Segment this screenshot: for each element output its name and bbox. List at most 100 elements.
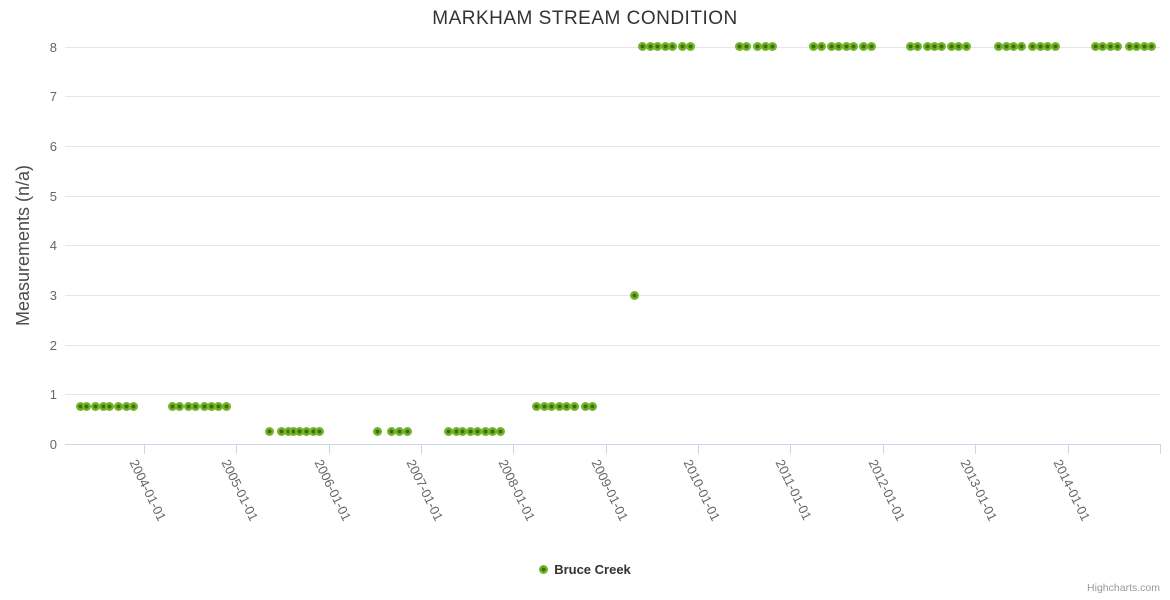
data-point[interactable] (668, 42, 678, 52)
data-point[interactable] (284, 427, 294, 437)
data-point[interactable] (540, 402, 550, 412)
x-axis-tick-label: 2014-01-01 (1050, 457, 1093, 524)
data-point[interactable] (444, 427, 454, 437)
data-point[interactable] (122, 402, 132, 412)
data-point[interactable] (387, 427, 397, 437)
data-point[interactable] (532, 402, 542, 412)
data-point[interactable] (1091, 42, 1101, 52)
data-point[interactable] (1113, 42, 1123, 52)
data-point[interactable] (214, 402, 224, 412)
highcharts-credits-link[interactable]: Highcharts.com (1087, 582, 1160, 594)
data-point[interactable] (768, 42, 778, 52)
data-point[interactable] (930, 42, 940, 52)
data-point[interactable] (761, 42, 771, 52)
data-point[interactable] (82, 402, 92, 412)
legend: Bruce Creek (0, 562, 1170, 577)
data-point[interactable] (936, 42, 946, 52)
data-point[interactable] (1106, 42, 1116, 52)
data-point[interactable] (1002, 42, 1012, 52)
data-point[interactable] (302, 427, 312, 437)
data-point[interactable] (581, 402, 591, 412)
data-point[interactable] (953, 42, 963, 52)
data-point[interactable] (1125, 42, 1135, 52)
data-point[interactable] (76, 402, 86, 412)
data-point[interactable] (207, 402, 217, 412)
x-axis-tick (790, 444, 792, 454)
data-point[interactable] (277, 427, 287, 437)
y-axis-tick-label: 4 (49, 238, 57, 254)
data-point[interactable] (994, 42, 1004, 52)
data-point[interactable] (91, 402, 101, 412)
data-point[interactable] (309, 427, 319, 437)
data-point[interactable] (200, 402, 210, 412)
data-point[interactable] (753, 42, 763, 52)
data-point[interactable] (222, 402, 232, 412)
data-point[interactable] (867, 42, 877, 52)
data-point[interactable] (1132, 42, 1142, 52)
data-point[interactable] (817, 42, 827, 52)
data-point[interactable] (859, 42, 869, 52)
data-point[interactable] (1017, 42, 1027, 52)
data-point[interactable] (114, 402, 124, 412)
y-axis-tick-label: 8 (49, 39, 57, 55)
data-point[interactable] (129, 402, 139, 412)
data-point[interactable] (638, 42, 648, 52)
data-point[interactable] (395, 427, 405, 437)
data-point[interactable] (168, 402, 178, 412)
x-axis-tick (236, 444, 238, 454)
data-point[interactable] (373, 427, 383, 437)
data-point[interactable] (175, 402, 185, 412)
data-point[interactable] (1028, 42, 1038, 52)
data-point[interactable] (912, 42, 922, 52)
data-point[interactable] (265, 427, 275, 437)
data-point[interactable] (403, 427, 413, 437)
data-point[interactable] (678, 42, 688, 52)
data-point[interactable] (630, 290, 640, 300)
data-point[interactable] (562, 402, 572, 412)
data-point[interactable] (742, 42, 752, 52)
gridline (65, 245, 1160, 247)
data-point[interactable] (1051, 42, 1061, 52)
data-point[interactable] (923, 42, 933, 52)
data-point[interactable] (1147, 42, 1157, 52)
data-point[interactable] (488, 427, 498, 437)
data-point[interactable] (466, 427, 476, 437)
data-point[interactable] (1036, 42, 1046, 52)
data-point[interactable] (827, 42, 837, 52)
data-point[interactable] (588, 402, 598, 412)
data-point[interactable] (555, 402, 565, 412)
data-point[interactable] (735, 42, 745, 52)
data-point[interactable] (458, 427, 468, 437)
data-point[interactable] (962, 42, 972, 52)
data-point[interactable] (295, 427, 305, 437)
data-point[interactable] (191, 402, 201, 412)
data-point[interactable] (834, 42, 844, 52)
data-point[interactable] (570, 402, 580, 412)
data-point[interactable] (1140, 42, 1150, 52)
gridline (65, 394, 1160, 396)
data-point[interactable] (452, 427, 462, 437)
data-point[interactable] (481, 427, 491, 437)
data-point[interactable] (184, 402, 194, 412)
legend-item-bruce-creek[interactable]: Bruce Creek (554, 562, 631, 577)
data-point[interactable] (842, 42, 852, 52)
data-point[interactable] (1043, 42, 1053, 52)
data-point[interactable] (105, 402, 115, 412)
data-point[interactable] (686, 42, 696, 52)
data-point[interactable] (809, 42, 819, 52)
data-point[interactable] (1009, 42, 1019, 52)
data-point[interactable] (473, 427, 483, 437)
data-point[interactable] (905, 42, 915, 52)
data-point[interactable] (661, 42, 671, 52)
data-point[interactable] (653, 42, 663, 52)
data-point[interactable] (547, 402, 557, 412)
data-point[interactable] (1098, 42, 1108, 52)
data-point[interactable] (646, 42, 656, 52)
data-point[interactable] (289, 427, 299, 437)
data-point[interactable] (496, 427, 506, 437)
legend-marker-icon[interactable] (539, 565, 549, 574)
data-point[interactable] (947, 42, 957, 52)
data-point[interactable] (99, 402, 109, 412)
data-point[interactable] (849, 42, 859, 52)
data-point[interactable] (315, 427, 325, 437)
